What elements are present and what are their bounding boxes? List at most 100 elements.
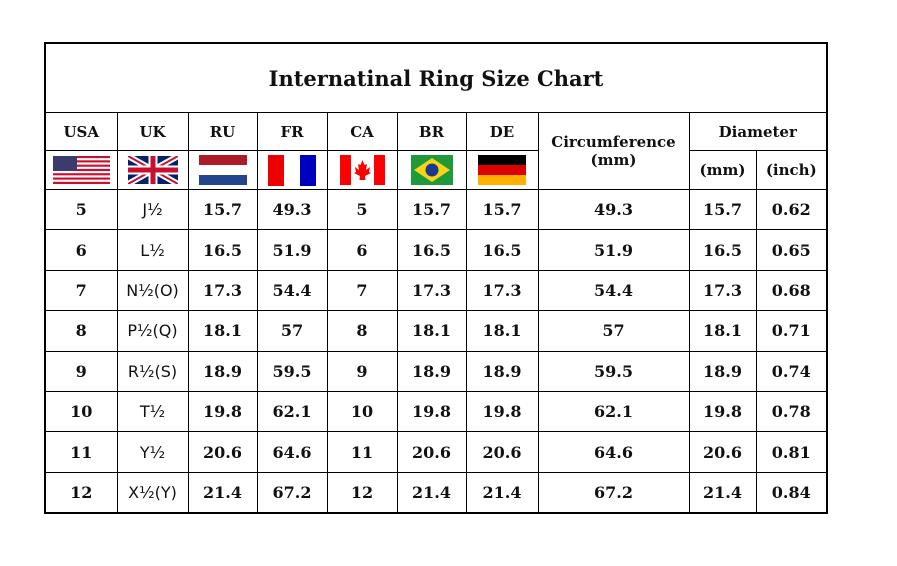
cell-de: 17.3 — [465, 269, 539, 312]
ring-size-table: Internatinal Ring Size Chart USA UK RU F… — [44, 42, 828, 515]
table-row: 10 T½ 19.8 62.1 10 19.8 19.8 62.1 19.8 0.78 — [44, 390, 828, 433]
cell-fr: 64.6 — [256, 431, 328, 473]
cell-ru: 15.7 — [187, 188, 258, 231]
circumference-unit: (mm) — [590, 151, 637, 169]
header-fr: FR — [256, 112, 328, 151]
cell-fr: 62.1 — [256, 390, 328, 433]
cell-ru: 20.6 — [187, 431, 258, 473]
cell-diameter-inch: 0.81 — [755, 431, 828, 473]
cell-usa: 5 — [44, 188, 118, 231]
cell-usa: 8 — [44, 310, 118, 352]
cell-usa: 7 — [44, 269, 118, 312]
cell-diameter-inch: 0.78 — [755, 390, 828, 433]
cell-br: 20.6 — [396, 431, 467, 473]
cell-ru: 17.3 — [187, 269, 258, 312]
cell-ca: 9 — [326, 350, 398, 392]
cell-uk: N½(O) — [116, 269, 189, 312]
cell-br: 18.1 — [396, 310, 467, 352]
header-ca: CA — [326, 112, 398, 151]
cell-uk: Y½ — [116, 431, 189, 473]
germany-flag-icon — [478, 155, 526, 185]
chart-title: Internatinal Ring Size Chart — [44, 42, 828, 113]
cell-br: 19.8 — [396, 390, 467, 433]
cell-fr: 54.4 — [256, 269, 328, 312]
cell-usa: 6 — [44, 229, 118, 271]
netherlands-flag-icon — [198, 155, 247, 185]
uk-flag-cell — [116, 150, 189, 190]
cell-ca: 7 — [326, 269, 398, 312]
cell-usa: 10 — [44, 390, 118, 433]
table-row: 7 N½(O) 17.3 54.4 7 17.3 17.3 54.4 17.3 0.68 — [44, 269, 828, 312]
table-row: 5 J½ 15.7 49.3 5 15.7 15.7 49.3 15.7 0.62 — [44, 188, 828, 231]
cell-diameter-inch: 0.65 — [755, 229, 828, 271]
cell-diameter-mm: 18.9 — [688, 350, 757, 392]
cell-uk: X½(Y) — [116, 471, 189, 514]
cell-diameter-mm: 21.4 — [688, 471, 757, 514]
cell-diameter-inch: 0.84 — [755, 471, 828, 514]
cell-uk: L½ — [116, 229, 189, 271]
table-row: 9 R½(S) 18.9 59.5 9 18.9 18.9 59.5 18.9 0.74 — [44, 350, 828, 392]
france-flag-cell — [256, 150, 328, 190]
table-row: 6 L½ 16.5 51.9 6 16.5 16.5 51.9 16.5 0.65 — [44, 229, 828, 271]
usa-flag-icon — [52, 156, 110, 184]
cell-fr: 51.9 — [256, 229, 328, 271]
cell-de: 18.1 — [465, 310, 539, 352]
cell-uk: P½(Q) — [116, 310, 189, 352]
canada-flag-cell — [326, 150, 398, 190]
cell-ca: 11 — [326, 431, 398, 473]
cell-ru: 18.1 — [187, 310, 258, 352]
germany-flag-cell — [465, 150, 539, 190]
cell-diameter-inch: 0.71 — [755, 310, 828, 352]
cell-diameter-mm: 20.6 — [688, 431, 757, 473]
header-de: DE — [465, 112, 539, 151]
cell-ru: 16.5 — [187, 229, 258, 271]
canada-flag-icon — [339, 155, 385, 185]
cell-fr: 59.5 — [256, 350, 328, 392]
cell-de: 20.6 — [465, 431, 539, 473]
header-uk: UK — [116, 112, 189, 151]
cell-ru: 18.9 — [187, 350, 258, 392]
cell-fr: 49.3 — [256, 188, 328, 231]
cell-diameter-mm: 16.5 — [688, 229, 757, 271]
header-ru: RU — [187, 112, 258, 151]
france-flag-icon — [268, 154, 316, 186]
cell-br: 21.4 — [396, 471, 467, 514]
cell-circumference-mm: 49.3 — [537, 188, 690, 231]
cell-ca: 10 — [326, 390, 398, 433]
cell-diameter-inch: 0.74 — [755, 350, 828, 392]
cell-de: 18.9 — [465, 350, 539, 392]
cell-ru: 21.4 — [187, 471, 258, 514]
header-circumference: Circumference (mm) — [537, 112, 690, 190]
cell-ca: 8 — [326, 310, 398, 352]
table-row: 8 P½(Q) 18.1 57 8 18.1 18.1 57 18.1 0.71 — [44, 310, 828, 352]
cell-diameter-mm: 17.3 — [688, 269, 757, 312]
cell-br: 18.9 — [396, 350, 467, 392]
cell-circumference-mm: 57 — [537, 310, 690, 352]
cell-de: 16.5 — [465, 229, 539, 271]
cell-fr: 57 — [256, 310, 328, 352]
cell-circumference-mm: 67.2 — [537, 471, 690, 514]
cell-circumference-mm: 51.9 — [537, 229, 690, 271]
cell-usa: 9 — [44, 350, 118, 392]
brazil-flag-cell — [396, 150, 467, 190]
cell-ca: 6 — [326, 229, 398, 271]
table-row: 12 X½(Y) 21.4 67.2 12 21.4 21.4 67.2 21.4 0.84 — [44, 471, 828, 514]
usa-flag-cell — [44, 150, 118, 190]
cell-diameter-inch: 0.62 — [755, 188, 828, 231]
cell-diameter-mm: 15.7 — [688, 188, 757, 231]
table-row: 11 Y½ 20.6 64.6 11 20.6 20.6 64.6 20.6 0.81 — [44, 431, 828, 473]
cell-circumference-mm: 64.6 — [537, 431, 690, 473]
netherlands-flag-cell — [187, 150, 258, 190]
circumference-label: Circumference — [551, 133, 676, 151]
cell-diameter-inch: 0.68 — [755, 269, 828, 312]
cell-usa: 12 — [44, 471, 118, 514]
cell-de: 15.7 — [465, 188, 539, 231]
cell-de: 19.8 — [465, 390, 539, 433]
cell-uk: T½ — [116, 390, 189, 433]
uk-flag-icon — [127, 156, 178, 184]
brazil-flag-icon — [410, 155, 453, 185]
cell-diameter-mm: 18.1 — [688, 310, 757, 352]
cell-uk: J½ — [116, 188, 189, 231]
cell-br: 16.5 — [396, 229, 467, 271]
cell-circumference-mm: 59.5 — [537, 350, 690, 392]
